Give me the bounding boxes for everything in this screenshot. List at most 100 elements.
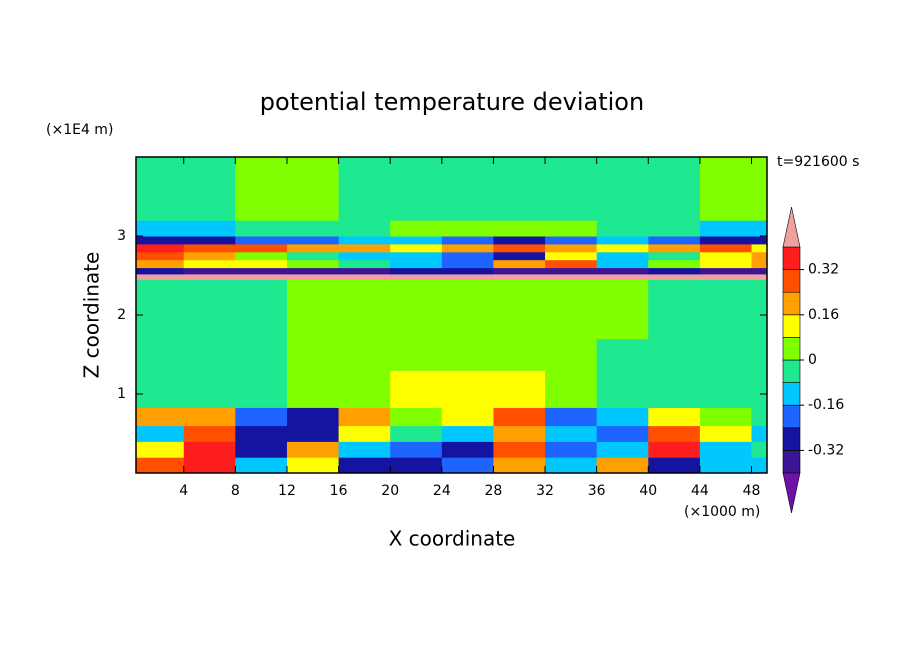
field-cell	[751, 407, 767, 427]
field-cell	[751, 457, 767, 473]
field-cell	[493, 407, 546, 427]
field-cell	[235, 407, 288, 427]
field-cell	[699, 220, 753, 237]
field-cell	[441, 220, 494, 237]
field-cell	[648, 370, 701, 408]
x-tick-label: 44	[691, 483, 709, 499]
field-cell	[183, 251, 236, 261]
field-cell	[545, 251, 598, 261]
y-axis-label: Z coordinate	[80, 252, 104, 379]
colorbar-band	[782, 382, 801, 406]
field-cell	[596, 259, 649, 269]
colorbar-extend-high	[782, 206, 801, 248]
field-cell	[596, 279, 649, 340]
field-cell	[493, 236, 546, 245]
field-cell	[441, 273, 494, 280]
field-cell	[493, 251, 546, 261]
field-cell	[390, 273, 443, 280]
field-cell	[390, 251, 443, 261]
field-cell	[183, 407, 236, 427]
field-cell	[235, 267, 288, 275]
field-cell	[545, 259, 598, 269]
field-cell	[390, 457, 443, 473]
field-cell	[390, 220, 443, 237]
field-cell	[338, 273, 391, 280]
field-cell	[390, 157, 443, 221]
field-cell	[338, 259, 391, 269]
x-unit: (×1000 m)	[684, 504, 760, 520]
field-cell	[751, 243, 767, 253]
field-cell	[545, 279, 598, 340]
field-cell	[596, 457, 649, 473]
field-cell	[545, 338, 598, 371]
field-cell	[286, 259, 340, 269]
colorbar-band	[782, 291, 801, 316]
field-cell	[183, 441, 236, 458]
field-cell	[183, 425, 236, 442]
colorbar-band	[782, 337, 801, 361]
x-tick-label: 36	[588, 483, 606, 499]
field-cell	[545, 370, 598, 408]
field-cell	[751, 425, 767, 442]
field-cell	[235, 441, 288, 458]
colorbar-band	[782, 404, 801, 429]
field-cell	[136, 220, 185, 237]
field-cell	[648, 457, 701, 473]
field-cell	[390, 338, 443, 371]
field-cell	[136, 251, 185, 261]
field-cell	[493, 441, 546, 458]
colorbar-band	[782, 269, 801, 293]
field-cell	[751, 267, 767, 275]
colorbar-tick-label: -0.16	[808, 397, 844, 413]
field-cell	[235, 370, 288, 408]
field-cell	[493, 259, 546, 269]
field-cell	[390, 407, 443, 427]
field-cell	[441, 236, 494, 245]
field-cell	[338, 407, 391, 427]
x-tick-label: 28	[485, 483, 503, 499]
field-cell	[235, 338, 288, 371]
field-cell	[596, 243, 649, 253]
field-cell	[545, 441, 598, 458]
field-cell	[545, 220, 598, 237]
field-cell	[338, 370, 391, 408]
field-cell	[699, 407, 753, 427]
field-cell	[545, 157, 598, 221]
field-cell	[286, 220, 340, 237]
field-cell	[493, 279, 546, 340]
field-cell	[338, 220, 391, 237]
field-cell	[545, 457, 598, 473]
x-axis-label: X coordinate	[389, 527, 516, 551]
field-cell	[235, 259, 288, 269]
field-cell	[648, 279, 701, 340]
field-cell	[183, 267, 236, 275]
field-cell	[235, 457, 288, 473]
x-tick-label: 12	[278, 483, 296, 499]
field-cell	[648, 243, 701, 253]
y-unit: (×1E4 m)	[46, 122, 113, 138]
field-cell	[648, 157, 701, 221]
field-cell	[441, 243, 494, 253]
field-cell	[235, 157, 288, 221]
field-cell	[751, 273, 767, 280]
field-cell	[136, 273, 185, 280]
colorbar-band	[782, 427, 801, 451]
field-cell	[183, 338, 236, 371]
x-tick-label: 40	[639, 483, 657, 499]
field-cell	[699, 259, 753, 269]
field-cell	[136, 236, 185, 245]
field-cell	[338, 425, 391, 442]
field-cell	[286, 157, 340, 221]
y-tick-label: 1	[117, 386, 126, 402]
field-cell	[648, 425, 701, 442]
colorbar-band	[782, 450, 801, 474]
field-cell	[136, 157, 185, 221]
field-cell	[235, 243, 288, 253]
field-cell	[286, 407, 340, 427]
field-cell	[545, 407, 598, 427]
field-cell	[751, 220, 767, 237]
field-cell	[390, 370, 443, 408]
field-cell	[235, 273, 288, 280]
field-cell	[441, 457, 494, 473]
